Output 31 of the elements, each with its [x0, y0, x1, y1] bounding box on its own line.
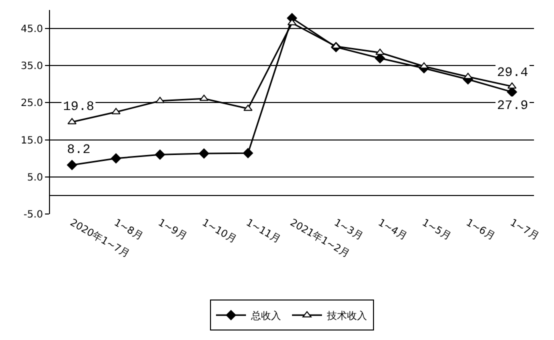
y-tick-label: 15.0 — [20, 135, 43, 146]
point — [110, 153, 122, 164]
y-tick-label: 45.0 — [20, 24, 43, 36]
x-tick-label: 1~3月 — [332, 217, 364, 242]
point — [419, 62, 429, 69]
legend-label: 总收入 — [250, 310, 281, 322]
data-label: 29.4 — [497, 65, 528, 80]
data-label: 8.2 — [67, 142, 90, 157]
point — [331, 42, 341, 49]
point — [374, 53, 386, 64]
y-tick-label: 5.0 — [27, 172, 43, 184]
data-label: 27.9 — [497, 98, 528, 113]
point — [66, 160, 78, 170]
point — [507, 82, 517, 89]
y-tick-label: -5.0 — [23, 210, 43, 220]
x-tick-label: 1~6月 — [464, 217, 496, 242]
point — [154, 150, 166, 160]
point — [155, 96, 165, 104]
point — [287, 18, 297, 26]
data-label: 19.8 — [63, 99, 94, 114]
legend-label: 技术收入 — [326, 310, 367, 322]
x-tick-label: 1~4月 — [376, 217, 408, 242]
y-tick-label: 35.0 — [20, 61, 43, 72]
x-tick-label: 1~5月 — [420, 217, 452, 242]
point — [198, 148, 210, 159]
point — [242, 148, 254, 158]
x-tick-label: 1~7月 — [508, 217, 540, 242]
x-tick-label: 1~9月 — [156, 217, 188, 242]
point — [463, 72, 473, 80]
x-tick-label: 1~8月 — [112, 217, 144, 242]
y-tick-label: 25.0 — [20, 98, 43, 110]
